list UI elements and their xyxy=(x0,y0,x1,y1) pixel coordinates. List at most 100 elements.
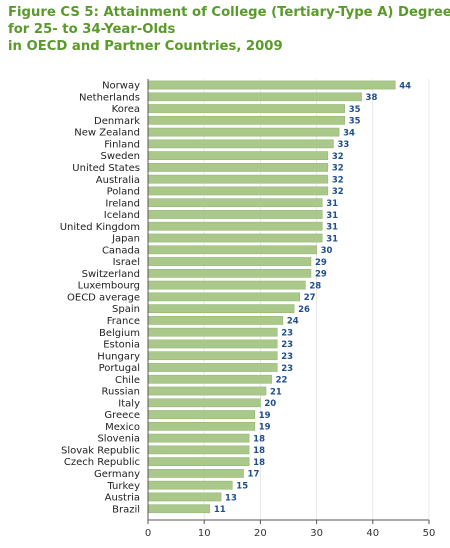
category-label-13: Japan xyxy=(111,234,140,245)
category-label-8: Australia xyxy=(96,175,140,186)
bar-24 xyxy=(147,363,278,372)
value-label-33: 17 xyxy=(248,470,260,480)
x-tick-label-0: 0 xyxy=(145,528,151,539)
bar-30 xyxy=(147,433,250,443)
category-label-7: United States xyxy=(72,163,140,174)
value-label-7: 32 xyxy=(332,164,344,174)
value-label-3: 35 xyxy=(349,117,361,127)
category-label-32: Czech Republic xyxy=(64,457,140,468)
category-label-26: Russian xyxy=(101,387,140,398)
bars xyxy=(147,80,396,514)
bar-5 xyxy=(147,139,334,149)
title-line-1: Figure CS 5: Attainment of College (Tert… xyxy=(8,5,450,20)
value-label-2: 35 xyxy=(349,105,361,115)
bar-23 xyxy=(147,351,278,361)
x-tick-label-4: 40 xyxy=(366,528,379,539)
bar-13 xyxy=(147,233,323,243)
value-label-17: 28 xyxy=(309,281,321,291)
bar-35 xyxy=(147,492,222,502)
bar-4 xyxy=(147,127,340,137)
title-line-3: in OECD and Partner Countries, 2009 xyxy=(8,39,283,54)
value-label-14: 30 xyxy=(321,246,333,256)
category-label-36: Brazil xyxy=(112,504,140,515)
x-tick-label-2: 20 xyxy=(254,528,267,539)
chart-title: Figure CS 5: Attainment of College (Tert… xyxy=(8,4,450,55)
category-label-0: Norway xyxy=(102,81,140,92)
value-label-16: 29 xyxy=(315,270,327,280)
category-label-10: Ireland xyxy=(105,198,140,209)
value-label-25: 22 xyxy=(276,376,288,386)
category-label-28: Greece xyxy=(104,410,140,421)
value-label-20: 24 xyxy=(287,317,299,327)
category-label-15: Israel xyxy=(113,257,140,268)
value-label-35: 13 xyxy=(225,493,237,503)
category-label-4: New Zealand xyxy=(74,128,140,139)
value-label-28: 19 xyxy=(259,411,271,421)
bar-31 xyxy=(147,445,250,455)
bar-15 xyxy=(147,257,312,266)
value-label-22: 23 xyxy=(281,340,293,350)
category-label-24: Portugal xyxy=(99,363,140,374)
bar-14 xyxy=(147,245,317,255)
value-label-27: 20 xyxy=(264,399,276,409)
value-label-11: 31 xyxy=(326,211,338,221)
value-label-36: 11 xyxy=(214,505,226,515)
category-label-19: Spain xyxy=(112,304,140,315)
bar-1 xyxy=(147,92,362,102)
value-label-8: 32 xyxy=(332,175,344,185)
value-label-18: 27 xyxy=(304,293,316,303)
bar-16 xyxy=(147,268,312,278)
category-label-34: Turkey xyxy=(106,481,140,492)
bar-27 xyxy=(147,398,261,408)
value-label-1: 38 xyxy=(366,93,378,103)
category-label-21: Belgium xyxy=(99,328,140,339)
category-label-30: Slovenia xyxy=(97,434,140,445)
category-label-1: Netherlands xyxy=(79,92,140,103)
value-label-34: 15 xyxy=(236,481,248,491)
bar-12 xyxy=(147,221,323,231)
bar-3 xyxy=(147,115,345,125)
x-tick-label-5: 50 xyxy=(423,528,436,539)
category-label-5: Finland xyxy=(104,139,140,150)
category-label-29: Mexico xyxy=(105,422,140,433)
bar-34 xyxy=(147,480,233,490)
bar-19 xyxy=(147,304,295,313)
value-labels: 4438353534333232323231313131302929282726… xyxy=(214,81,411,515)
bar-8 xyxy=(147,174,329,184)
bar-2 xyxy=(147,104,345,113)
value-label-19: 26 xyxy=(298,305,310,315)
bar-10 xyxy=(147,198,323,208)
category-label-9: Poland xyxy=(107,187,140,198)
value-label-26: 21 xyxy=(270,387,282,397)
category-label-17: Luxembourg xyxy=(78,281,140,292)
category-label-35: Austria xyxy=(105,493,140,504)
category-label-2: Korea xyxy=(112,104,140,115)
category-label-20: France xyxy=(107,316,140,327)
category-label-25: Chile xyxy=(115,375,140,386)
value-label-32: 18 xyxy=(253,458,265,468)
category-label-18: OECD average xyxy=(67,292,140,303)
title-line-2: for 25- to 34-Year-Olds xyxy=(8,22,176,37)
value-label-21: 23 xyxy=(281,328,293,338)
bar-9 xyxy=(147,186,329,196)
bar-11 xyxy=(147,210,323,219)
category-label-6: Sweden xyxy=(100,151,140,162)
x-tick-label-3: 30 xyxy=(310,528,323,539)
bar-25 xyxy=(147,374,272,384)
bar-28 xyxy=(147,410,256,419)
bar-18 xyxy=(147,292,300,302)
category-label-16: Switzerland xyxy=(82,269,140,280)
value-label-13: 31 xyxy=(326,234,338,244)
bar-26 xyxy=(147,386,267,396)
bar-32 xyxy=(147,457,250,466)
bar-29 xyxy=(147,421,256,431)
category-label-3: Denmark xyxy=(94,116,140,127)
value-label-10: 31 xyxy=(326,199,338,209)
bar-0 xyxy=(147,80,396,90)
category-label-14: Canada xyxy=(102,245,140,256)
category-label-11: Iceland xyxy=(104,210,140,221)
bar-33 xyxy=(147,469,244,478)
bar-21 xyxy=(147,327,278,337)
value-label-4: 34 xyxy=(343,128,355,138)
